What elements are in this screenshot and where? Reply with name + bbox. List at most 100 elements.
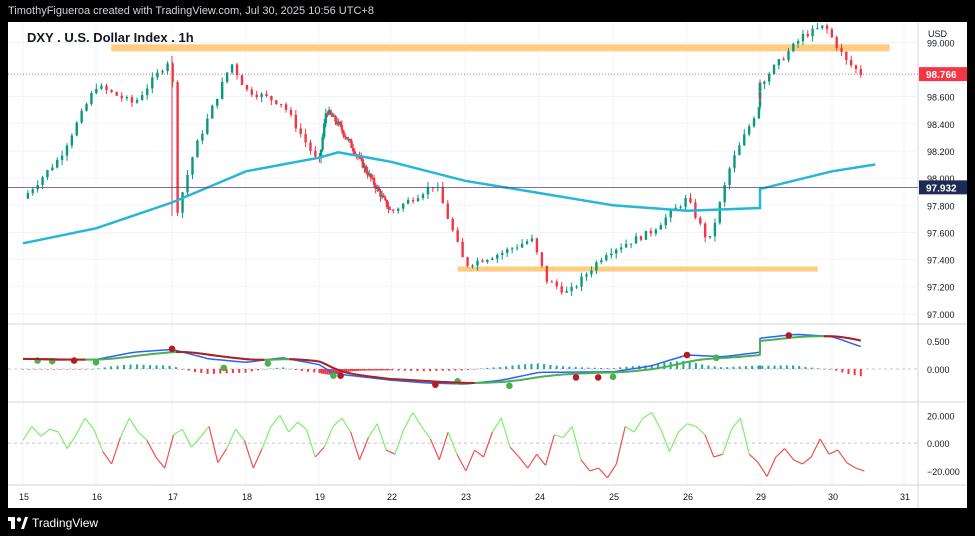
rsi-segment — [164, 434, 175, 469]
tradingview-logo[interactable]: TradingView — [8, 516, 98, 530]
macd-signal-down-segment — [327, 364, 331, 368]
macd-hist-bar — [773, 365, 776, 369]
candle-body — [171, 63, 174, 83]
rsi-pane[interactable]: 20.000 0.000 −20.000 — [8, 411, 960, 479]
rsi-segment — [394, 429, 405, 455]
rsi-segment — [279, 415, 290, 433]
candle-body — [220, 81, 224, 99]
rsi-segment — [837, 449, 848, 463]
candle-body — [565, 290, 568, 293]
candle-body — [401, 203, 405, 209]
candle-body — [339, 121, 342, 126]
candle-body — [323, 123, 326, 137]
candle-body — [299, 128, 302, 134]
macd-hist-bar — [810, 367, 813, 369]
macd-hist-bar — [441, 369, 444, 371]
chart-svg[interactable]: DXY . U.S. Dollar Index . 1h USD 99.0009… — [8, 22, 967, 508]
time-axis[interactable]: 15 16 17 18 19 22 23 24 25 26 29 30 31 — [19, 492, 910, 502]
macd-signal-down-segment — [335, 368, 339, 371]
macd-hist-bar — [59, 369, 62, 370]
macd-signal-down-segment — [842, 336, 849, 340]
macd-cross-marker — [330, 372, 337, 380]
candle-body — [51, 167, 54, 171]
price-tick-label: 97.200 — [927, 283, 955, 293]
chart-area[interactable]: DXY . U.S. Dollar Index . 1h USD 99.000 9… — [8, 22, 967, 508]
candle-body — [321, 136, 324, 150]
macd-hist-bar — [200, 369, 203, 374]
macd-hist-bar — [581, 367, 584, 369]
candle-body — [854, 65, 858, 70]
macd-hist-bar — [263, 369, 266, 370]
candle-body — [535, 238, 539, 253]
time-tick-label: 17 — [168, 492, 178, 502]
macd-hist-bar — [682, 360, 685, 369]
candle-body — [115, 92, 118, 96]
macd-hist-bar — [744, 366, 747, 369]
candle-body — [279, 103, 283, 105]
macd-axis: 0.500 0.000 — [927, 337, 950, 375]
macd-cross-marker — [683, 351, 691, 359]
candle-body — [374, 184, 377, 189]
candle-body — [343, 135, 347, 138]
candle-body — [845, 51, 848, 60]
macd-hist-bar — [363, 369, 366, 371]
price-tick-label: 97.600 — [927, 228, 955, 238]
candle-body — [377, 187, 381, 192]
macd-hist-bar — [448, 369, 451, 371]
candle-body — [260, 94, 263, 98]
price-pane[interactable]: DXY . U.S. Dollar Index . 1h USD 99.0009… — [8, 23, 967, 320]
candle-body — [369, 173, 373, 178]
candle-body — [768, 73, 771, 82]
candle-body — [624, 244, 628, 248]
macd-hist-bar — [606, 368, 609, 369]
macd-signal-down-segment — [848, 337, 855, 341]
macd-hist-bar — [612, 368, 615, 369]
rsi-segment — [855, 467, 865, 472]
rsi-segment — [93, 429, 104, 452]
macd-hist-bar — [343, 369, 346, 373]
price-tick-label: 98.600 — [927, 93, 955, 103]
candle-body — [585, 274, 588, 277]
candle-body — [216, 98, 219, 106]
macd-hist-bar — [136, 364, 139, 369]
macd-hist-bar — [562, 366, 565, 369]
macd-cross-marker — [168, 345, 176, 353]
credit-bar: TimothyFigueroa created with TradingView… — [0, 0, 975, 22]
candle-body — [161, 71, 164, 73]
macd-hist-bar — [361, 369, 364, 371]
candle-body — [491, 258, 494, 261]
macd-hist-bar — [435, 369, 438, 371]
macd-hist-bar — [416, 369, 419, 372]
candle-body — [816, 28, 819, 30]
candle-body — [348, 139, 352, 141]
candle-body — [245, 85, 249, 90]
rsi-segment — [651, 412, 662, 430]
chart-title: DXY . U.S. Dollar Index . 1h — [27, 30, 194, 45]
last-price-label: 98.766 — [926, 70, 957, 81]
macd-hist-bar — [505, 366, 508, 369]
time-tick-label: 23 — [461, 492, 471, 502]
candle-body — [31, 189, 34, 194]
rsi-segment — [846, 462, 856, 469]
macd-hist-bar — [835, 369, 838, 371]
macd-pane[interactable]: 0.500 0.000 — [8, 332, 950, 390]
macd-hist-bar — [460, 369, 463, 371]
price-axis[interactable]: 99.000 98.600 98.400 98.200 98.000 97.800 97.6… — [927, 38, 955, 319]
candle-body — [100, 85, 103, 89]
rsi-segment — [757, 462, 768, 477]
rsi-segment — [226, 428, 237, 449]
macd-hist-bar — [97, 368, 100, 370]
macd-hist-bar — [84, 369, 87, 370]
macd-hist-bar — [403, 369, 406, 371]
macd-hist-bar — [486, 367, 489, 369]
macd-hist-bar — [841, 369, 844, 373]
macd-hist-bar — [536, 363, 539, 369]
macd-cross-marker — [712, 354, 720, 362]
rsi-segment — [376, 423, 387, 451]
candle-body — [265, 94, 268, 97]
macd-signal-down-segment — [331, 366, 335, 370]
rsi-tick-label: 20.000 — [927, 411, 955, 421]
rsi-segment — [677, 423, 688, 433]
macd-cross-marker — [220, 364, 228, 372]
candle-body — [525, 241, 529, 244]
